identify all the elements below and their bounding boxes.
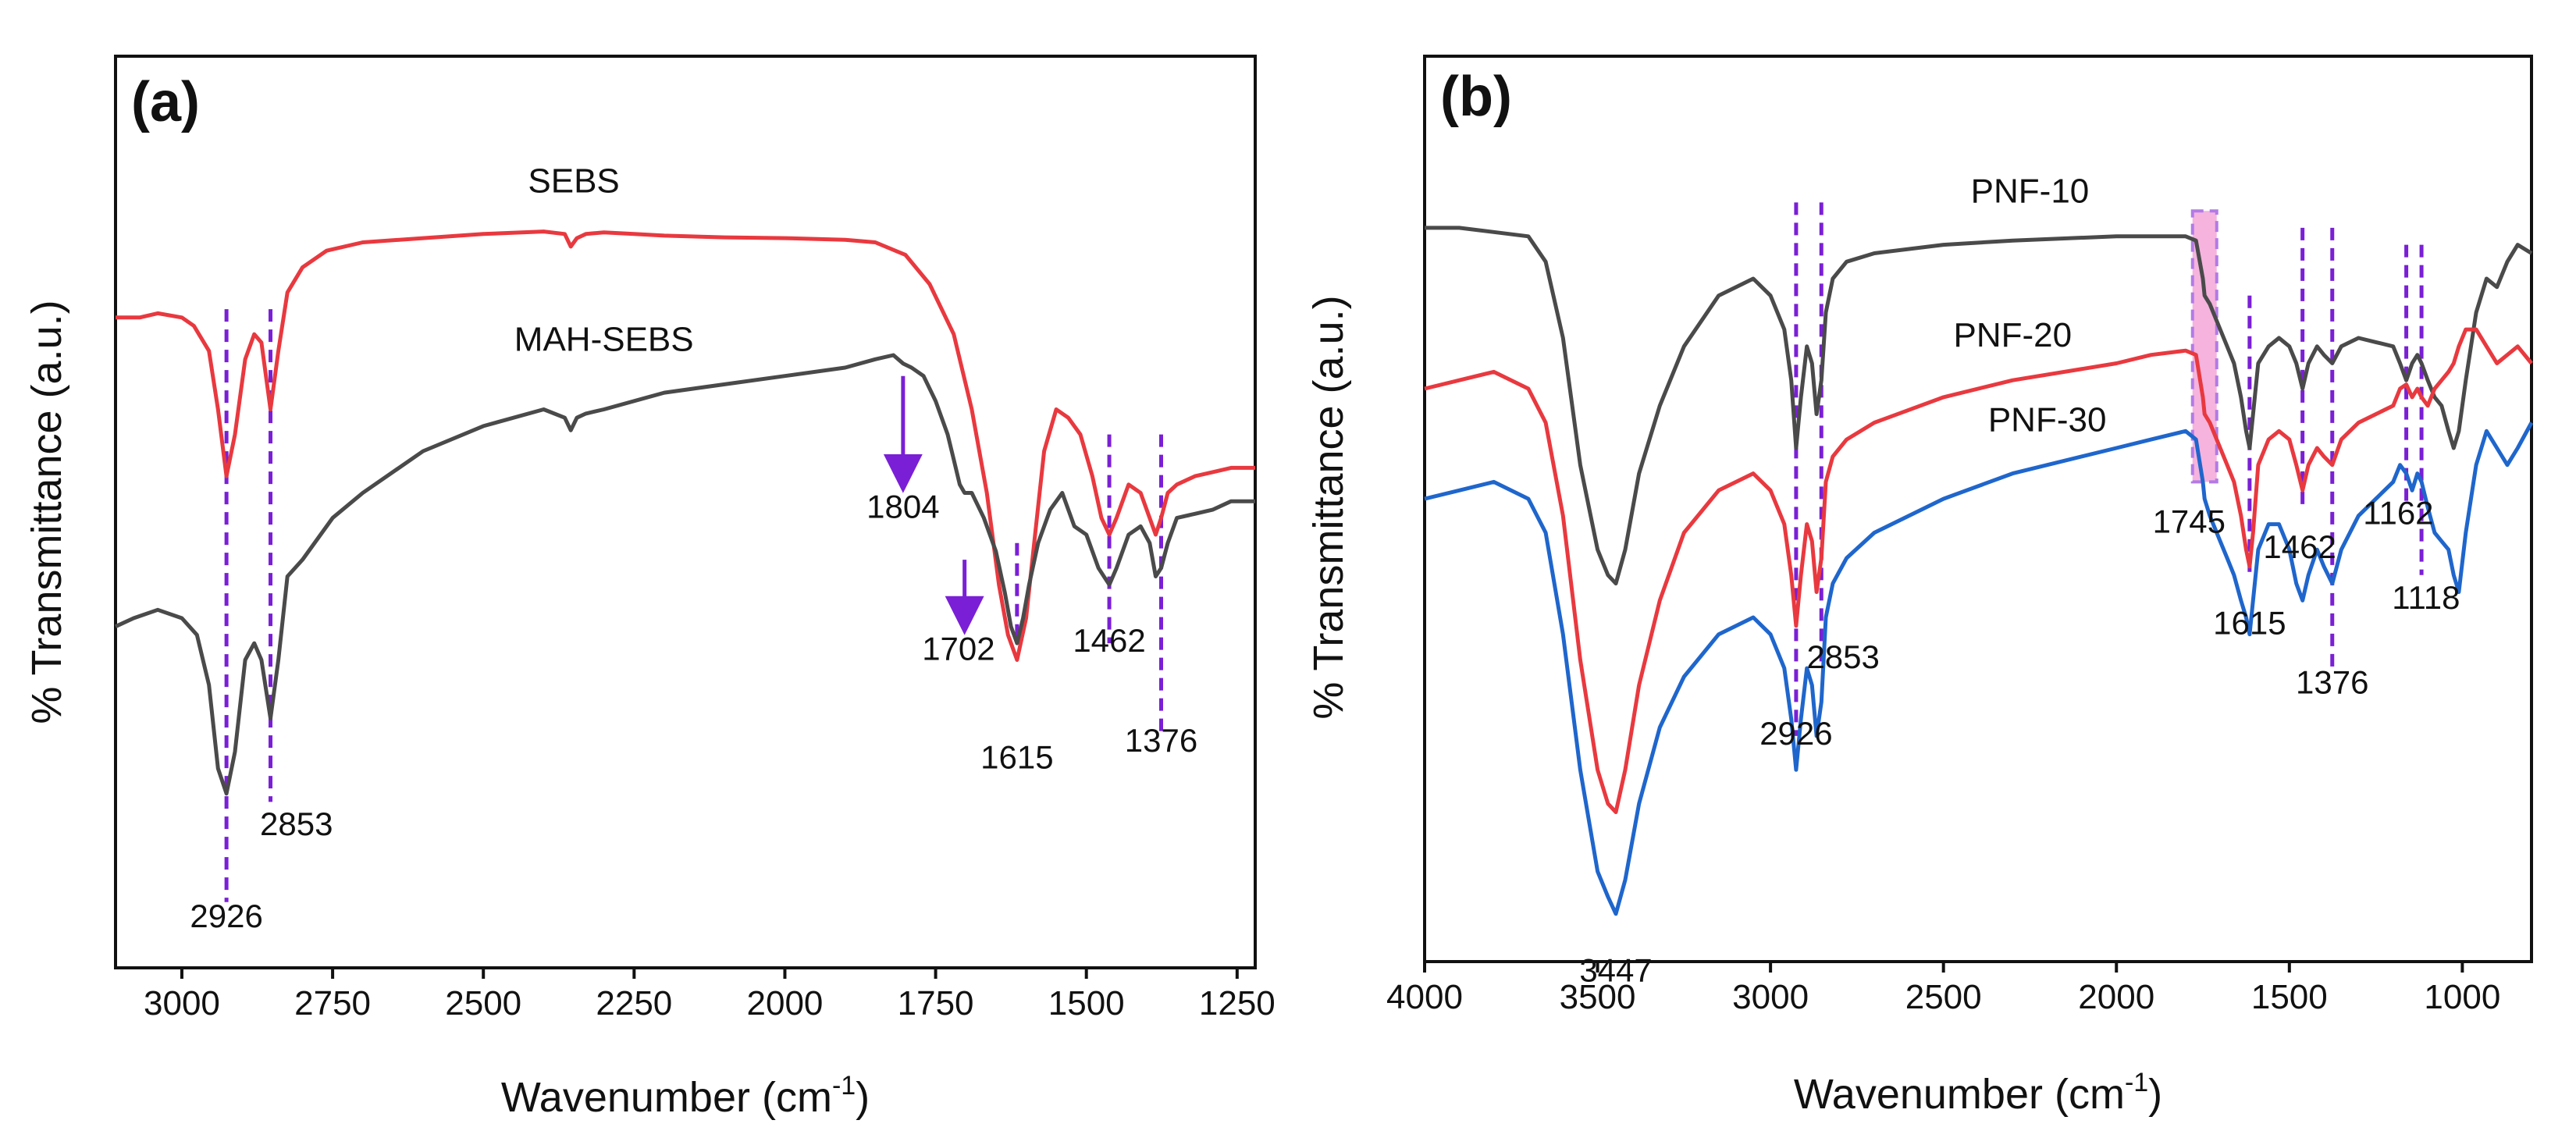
x-tick-label-1750: 1750 [898, 984, 974, 1022]
peak-label-1462: 1462 [1073, 622, 1145, 659]
series-pnf-10 [1425, 226, 2533, 586]
peak-label-1118: 1118 [2392, 579, 2460, 616]
x-axis-label-a: Wavenumber (cm-1) [501, 1071, 870, 1121]
panel-a: (a) SEBS MAH-SEBS 2926 2853 1804 1702 1462 161… [23, 55, 1276, 1121]
x-tick-label-2500: 2500 [1905, 978, 1982, 1016]
x-tick-label-2250: 2250 [596, 984, 672, 1022]
peak-label-2926: 2926 [1759, 715, 1832, 752]
y-axis-label-b: % Transmittance (a.u.) [1305, 295, 1352, 719]
x-tick-label-3000: 3000 [144, 984, 220, 1022]
highlight-band-1745 [2190, 209, 2218, 484]
series-label-pnf-30: PNF-30 [1988, 400, 2107, 439]
panel-label-a: (a) [131, 71, 200, 133]
panel-b: (b) PNF-10 PNF-20 PNF-30 3447 2926 2853 1745 1… [1305, 55, 2534, 1118]
peak-label-1376: 1376 [1125, 722, 1197, 759]
x-axis-label-a-main: Wavenumber (cm [501, 1074, 832, 1121]
x-axis-label-b: Wavenumber (cm-1) [1794, 1068, 2162, 1118]
x-tick-label-1000: 1000 [2424, 978, 2500, 1016]
series-mah-sebs [114, 353, 1255, 796]
series-pnf-30 [1424, 421, 2534, 916]
x-tick-label-2500: 2500 [445, 984, 521, 1022]
peak-label-2926: 2926 [190, 898, 262, 934]
x-tick-label-1500: 1500 [2251, 978, 2328, 1016]
peak-label-1615: 1615 [980, 739, 1053, 776]
x-tick-label-2000: 2000 [2078, 978, 2154, 1016]
x-tick-label-1250: 1250 [1199, 984, 1276, 1022]
x-axis-label-a-sup: -1 [832, 1071, 856, 1101]
plot-frame-a [114, 55, 1257, 969]
plot-frame-b [1423, 55, 2533, 963]
peak-label-1702: 1702 [922, 631, 994, 667]
x-axis-label-b-main: Wavenumber (cm [1794, 1071, 2125, 1118]
x-tick-label-3000: 3000 [1732, 978, 1809, 1016]
series-label-pnf-10: PNF-10 [1971, 172, 2090, 210]
x-tick-label-4000: 4000 [1386, 978, 1463, 1016]
series-label-pnf-20: PNF-20 [1954, 316, 2073, 354]
x-tick-label-2750: 2750 [294, 984, 371, 1022]
x-axis-label-b-close: ) [2148, 1071, 2162, 1118]
peak-label-1376: 1376 [2296, 664, 2368, 701]
x-axis-label-a-close: ) [856, 1074, 870, 1121]
peak-label-1462: 1462 [2263, 528, 2336, 565]
peak-label-2853: 2853 [1806, 638, 1879, 675]
series-label-sebs: SEBS [528, 162, 619, 200]
peak-label-1804: 1804 [866, 489, 939, 525]
y-axis-label-a: % Transmittance (a.u.) [23, 300, 70, 724]
x-tick-label-3500: 3500 [1560, 978, 1636, 1016]
peak-label-3447: 3447 [1579, 952, 1652, 989]
panel-label-b: (b) [1440, 66, 1512, 128]
peak-label-1745: 1745 [2153, 503, 2226, 540]
series-sebs [116, 229, 1255, 662]
series-label-mah-sebs: MAH-SEBS [514, 321, 694, 359]
x-axis-label-b-sup: -1 [2125, 1068, 2148, 1097]
x-tick-label-2000: 2000 [747, 984, 824, 1022]
peak-label-1162: 1162 [2363, 495, 2433, 532]
peak-label-2853: 2853 [260, 805, 333, 842]
series-pnf-20 [1424, 327, 2533, 814]
x-tick-label-1500: 1500 [1048, 984, 1125, 1022]
peak-label-1615: 1615 [2213, 605, 2286, 642]
